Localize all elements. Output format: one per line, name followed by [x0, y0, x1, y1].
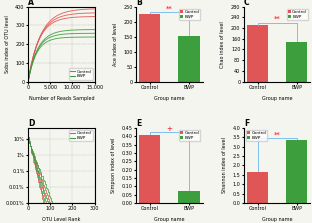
X-axis label: Group name: Group name	[154, 217, 184, 222]
Text: **: **	[274, 131, 280, 137]
Text: B: B	[136, 0, 142, 7]
Bar	[178, 36, 200, 82]
Bar	[286, 42, 307, 82]
Bar	[247, 25, 268, 82]
Legend: Control, BWP: Control, BWP	[69, 130, 93, 141]
Legend: Control, BWP: Control, BWP	[179, 9, 201, 20]
Text: A: A	[28, 0, 34, 7]
Bar	[286, 140, 307, 203]
Bar	[139, 135, 160, 203]
Y-axis label: Shannon index of level: Shannon index of level	[222, 138, 227, 193]
Y-axis label: Sobs index of OTU level: Sobs index of OTU level	[5, 15, 10, 73]
Text: **: **	[166, 6, 173, 11]
X-axis label: OTU Level Rank: OTU Level Rank	[42, 217, 80, 222]
Text: +: +	[166, 126, 172, 132]
Bar	[139, 14, 160, 82]
Legend: Control, BWP: Control, BWP	[179, 130, 201, 141]
Text: D: D	[28, 119, 34, 128]
Legend: Control, BWP: Control, BWP	[287, 9, 308, 20]
Text: C: C	[244, 0, 250, 7]
X-axis label: Group name: Group name	[262, 96, 292, 101]
X-axis label: Group name: Group name	[154, 96, 184, 101]
X-axis label: Number of Reads Sampled: Number of Reads Sampled	[29, 96, 94, 101]
X-axis label: Group name: Group name	[262, 217, 292, 222]
Bar	[247, 172, 268, 203]
Bar	[178, 191, 200, 203]
Legend: Control, BWP: Control, BWP	[69, 68, 93, 80]
Text: E: E	[136, 119, 141, 128]
Text: **: **	[274, 16, 280, 22]
Legend: Control, BWP: Control, BWP	[246, 130, 267, 141]
Y-axis label: Chao index of level: Chao index of level	[221, 21, 226, 68]
Y-axis label: Simpson index of level: Simpson index of level	[111, 138, 116, 193]
Y-axis label: Ace index of level: Ace index of level	[113, 23, 118, 66]
Text: F: F	[244, 119, 249, 128]
